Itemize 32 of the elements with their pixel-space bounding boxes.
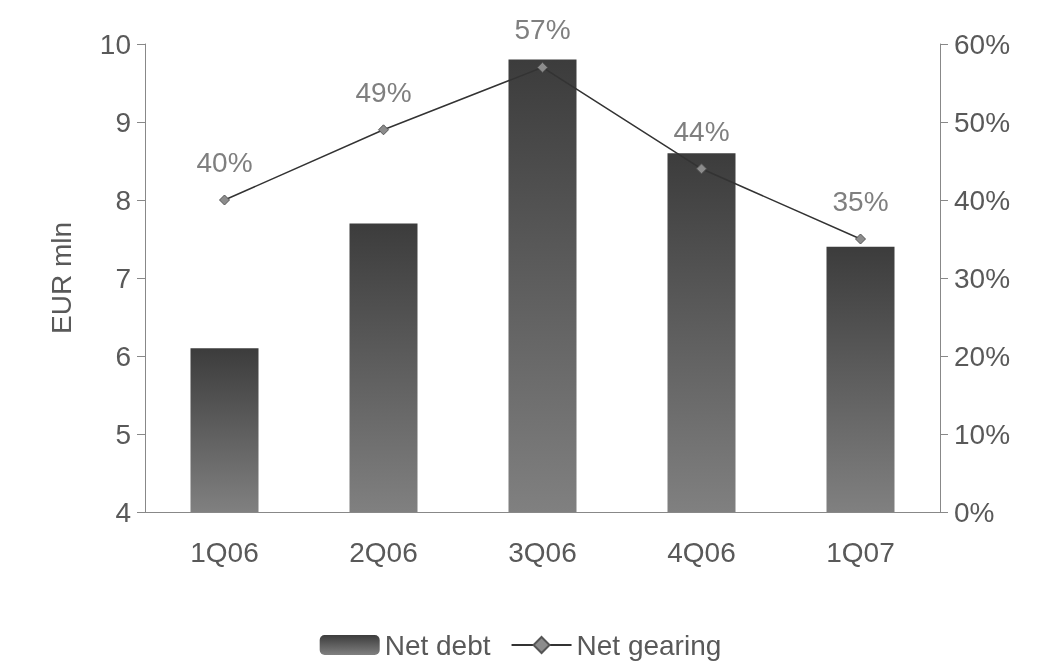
y-axis-title: EUR mln	[45, 221, 77, 335]
y2-tick-label: 10%	[954, 418, 1011, 450]
y-tick-label: 9	[115, 106, 131, 138]
y-tick-label: 5	[115, 418, 131, 450]
y2-tick-label: 30%	[954, 262, 1011, 294]
y2-tick-label: 40%	[954, 184, 1011, 216]
x-tick-label: 1Q07	[826, 536, 895, 568]
legend-label: Net debt	[384, 629, 491, 661]
y2-tick-label: 50%	[954, 106, 1011, 138]
y-tick-label: 7	[115, 262, 131, 294]
y-tick-label: 6	[115, 340, 131, 372]
y2-tick-label: 60%	[954, 28, 1011, 60]
point	[537, 61, 548, 73]
x-tick-label: 1Q06	[190, 536, 259, 568]
point	[378, 124, 389, 136]
point	[696, 163, 707, 175]
y-tick-label: 8	[115, 184, 131, 216]
legend-label: Net gearing	[576, 629, 722, 661]
y-tick-label: 10	[99, 28, 131, 60]
x-tick-label: 2Q06	[349, 536, 418, 568]
data-label: 49%	[355, 76, 412, 108]
data-label: 44%	[673, 115, 730, 147]
x-tick-label: 4Q06	[667, 536, 736, 568]
y-tick-label: 4	[115, 496, 131, 528]
point	[855, 233, 866, 245]
y2-tick-label: 20%	[954, 340, 1011, 372]
point	[219, 194, 230, 206]
data-label: 35%	[832, 186, 889, 217]
data-label: 40%	[196, 147, 253, 178]
x-tick-label: 3Q06	[508, 536, 577, 568]
data-label: 57%	[514, 14, 571, 46]
y2-tick-label: 0%	[954, 496, 995, 528]
